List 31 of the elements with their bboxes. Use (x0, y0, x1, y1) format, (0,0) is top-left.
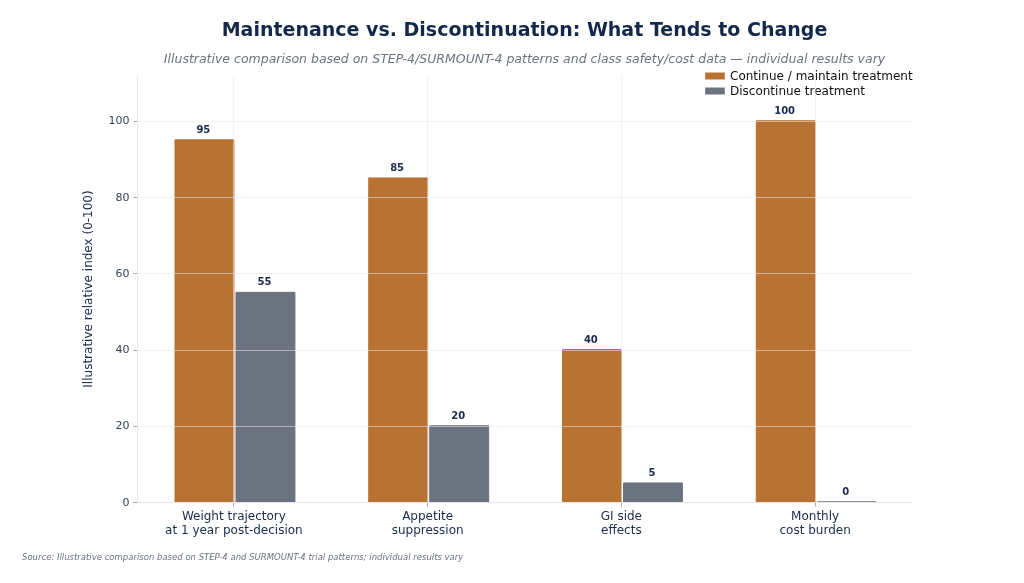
chart-title: Maintenance vs. Discontinuation: What Tends to Change (221, 17, 828, 40)
data-label: 100 (774, 104, 796, 116)
legend-label: Continue / maintain treatment (730, 69, 913, 83)
data-label: 55 (257, 276, 272, 288)
bar (429, 425, 490, 503)
y-tick-label: 20 (115, 419, 130, 433)
x-tick-label: Monthly cost burden (779, 508, 851, 537)
y-tick-label: 60 (115, 266, 130, 280)
bar (235, 291, 296, 503)
x-tick-label: Weight trajectory at 1 year post-decision (165, 508, 303, 537)
y-tick-label: 0 (122, 495, 130, 509)
source-note: Source: Illustrative comparison based on STEP-4 and SURMOUNT-4 trial patterns; individual results vary (22, 552, 465, 562)
data-label: 85 (390, 161, 405, 173)
bar (755, 120, 816, 503)
bar (623, 482, 683, 503)
data-label: 20 (451, 409, 466, 421)
y-tick-label: 40 (115, 343, 130, 356)
y-axis-title: Illustrative relative index (0-100) (80, 190, 95, 388)
y-tick-label: 80 (115, 190, 130, 204)
data-label: 5 (648, 466, 656, 478)
y-tick-label: 100 (108, 114, 130, 128)
bar (561, 349, 622, 503)
bar (368, 177, 429, 503)
chart-subtitle: Illustrative comparison based on STEP-4/SURMOUNT-4 patterns and class safety/cost data — individual results vary (163, 50, 886, 66)
data-label: 95 (196, 123, 211, 135)
x-tick-label: Appetite suppression (391, 508, 464, 537)
data-label: 0 (842, 486, 850, 497)
x-tick-label: GI side effects (600, 508, 642, 537)
bar (174, 139, 235, 503)
data-label: 40 (583, 333, 598, 345)
legend-label: Discontinue treatment (730, 84, 866, 98)
